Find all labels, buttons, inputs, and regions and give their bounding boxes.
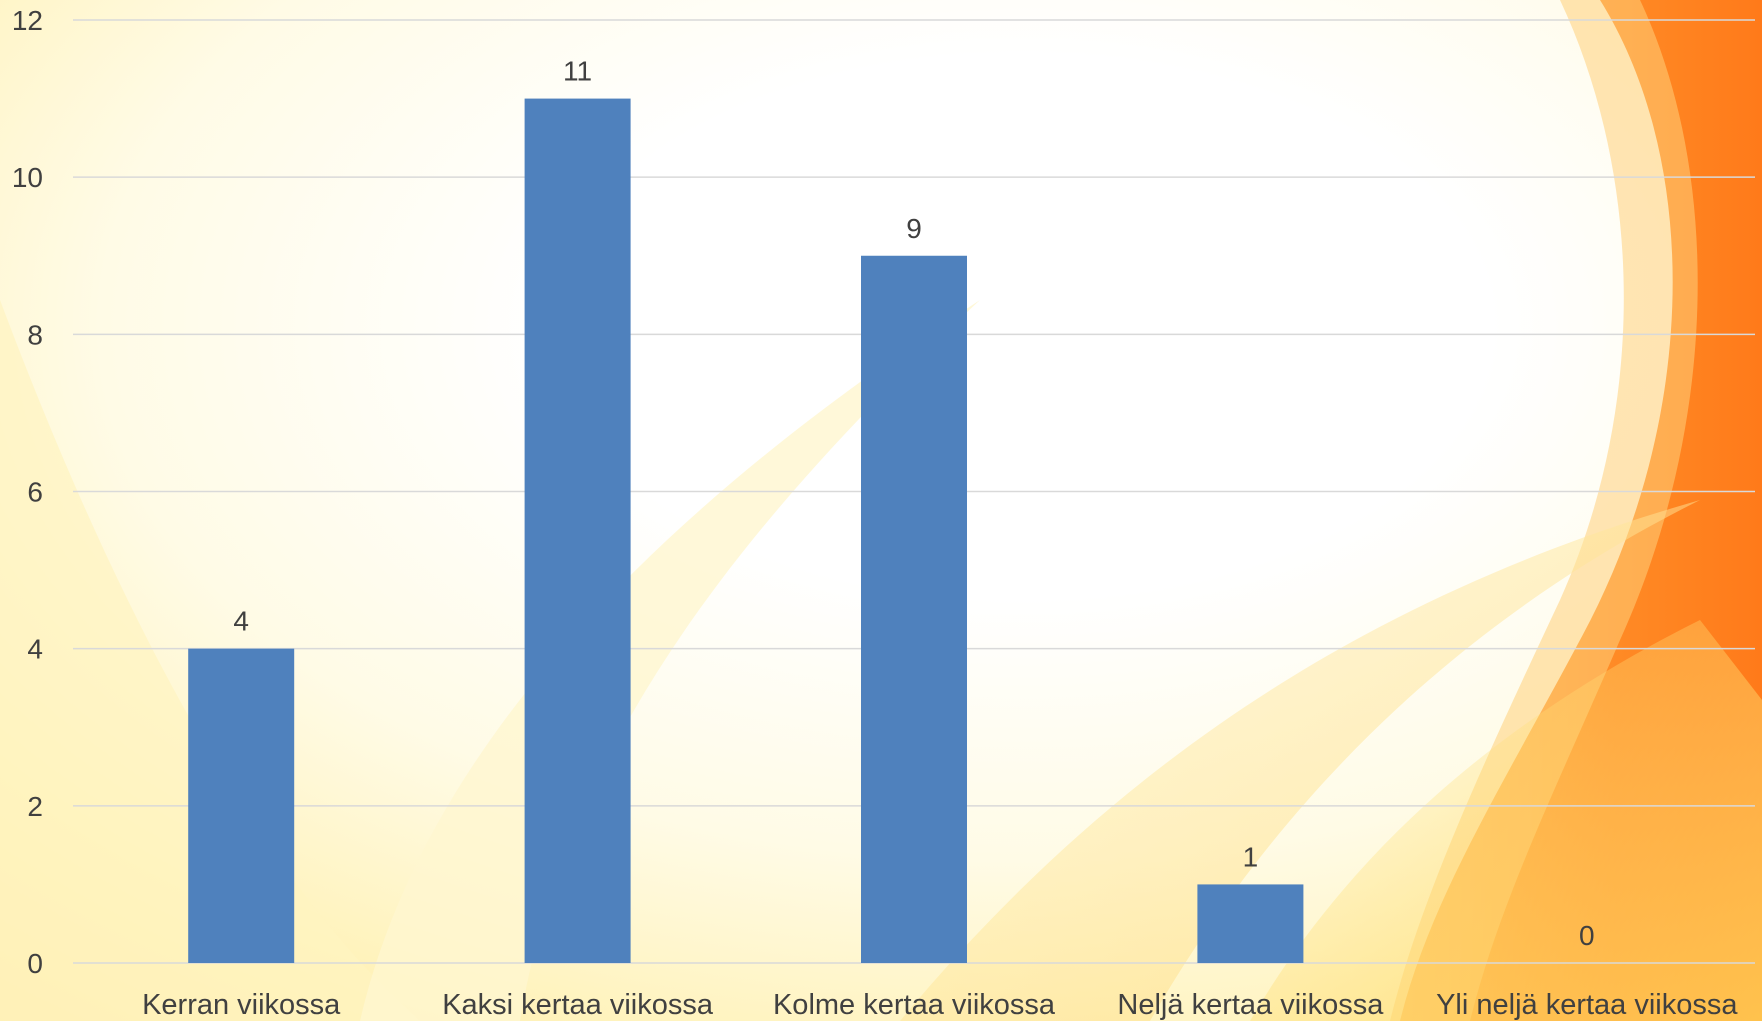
bar-4 — [1197, 884, 1304, 963]
data-labels: 4 11 9 1 0 — [233, 56, 1594, 951]
y-tick-label: 0 — [27, 948, 43, 979]
data-label: 1 — [1243, 841, 1259, 872]
x-category-label: Kerran viikossa — [142, 989, 341, 1021]
data-label: 9 — [906, 213, 922, 244]
bar-3 — [861, 255, 967, 963]
y-tick-label: 4 — [27, 634, 43, 665]
data-label: 11 — [563, 56, 592, 87]
y-axis-tick-labels: 0 2 4 6 8 10 12 — [12, 5, 43, 979]
y-tick-label: 10 — [12, 162, 43, 193]
x-category-label: Kolme kertaa viikossa — [773, 989, 1056, 1021]
x-category-label: Yli neljä kertaa viikossa — [1436, 989, 1738, 1021]
y-tick-label: 6 — [27, 477, 43, 508]
x-category-label: Neljä kertaa viikossa — [1117, 989, 1384, 1021]
y-tick-label: 8 — [27, 319, 43, 350]
x-category-label: Kaksi kertaa viikossa — [442, 989, 714, 1021]
data-label: 4 — [233, 606, 249, 637]
y-tick-label: 12 — [12, 5, 43, 36]
bar-1 — [188, 648, 295, 963]
data-label: 0 — [1579, 920, 1595, 951]
x-axis-category-labels: Kerran viikossa Kaksi kertaa viikossa Kolm… — [142, 989, 1738, 1021]
y-tick-label: 2 — [27, 791, 43, 822]
bar-2 — [524, 98, 631, 964]
bars — [188, 98, 1304, 964]
